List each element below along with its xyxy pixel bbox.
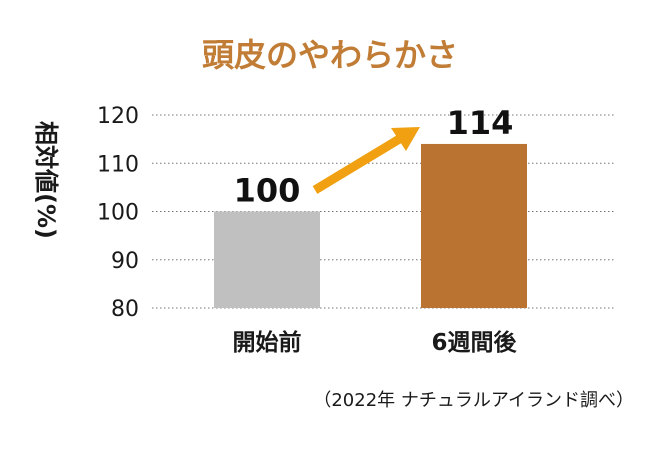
data-labels: 100 114 [234,104,514,210]
bar-1 [214,211,320,308]
chart-title: 頭皮のやわらかさ [202,36,458,74]
y-tick-label-120: 120 [97,104,139,129]
data-label-1: 100 [234,172,301,210]
y-tick-label-100: 100 [97,201,139,226]
arrow-head [391,127,420,151]
y-tick-label-90: 90 [111,249,139,274]
y-axis-label: 相対値(%) [32,121,60,239]
increase-arrow [312,127,420,194]
y-tick-label-80: 80 [111,297,139,322]
bars [214,143,527,308]
arrow-shaft [312,134,404,194]
category-label-1: 開始前 [233,329,302,356]
source-note: （2022年 ナチュラルアイランド調べ） [313,390,634,411]
category-labels: 開始前 6週間後 [233,329,518,356]
data-label-2: 114 [447,104,514,142]
y-tick-label-110: 110 [97,152,139,177]
category-label-2: 6週間後 [431,329,517,356]
bar-2 [421,143,527,308]
y-tick-labels: 80 90 100 110 120 [97,104,139,322]
